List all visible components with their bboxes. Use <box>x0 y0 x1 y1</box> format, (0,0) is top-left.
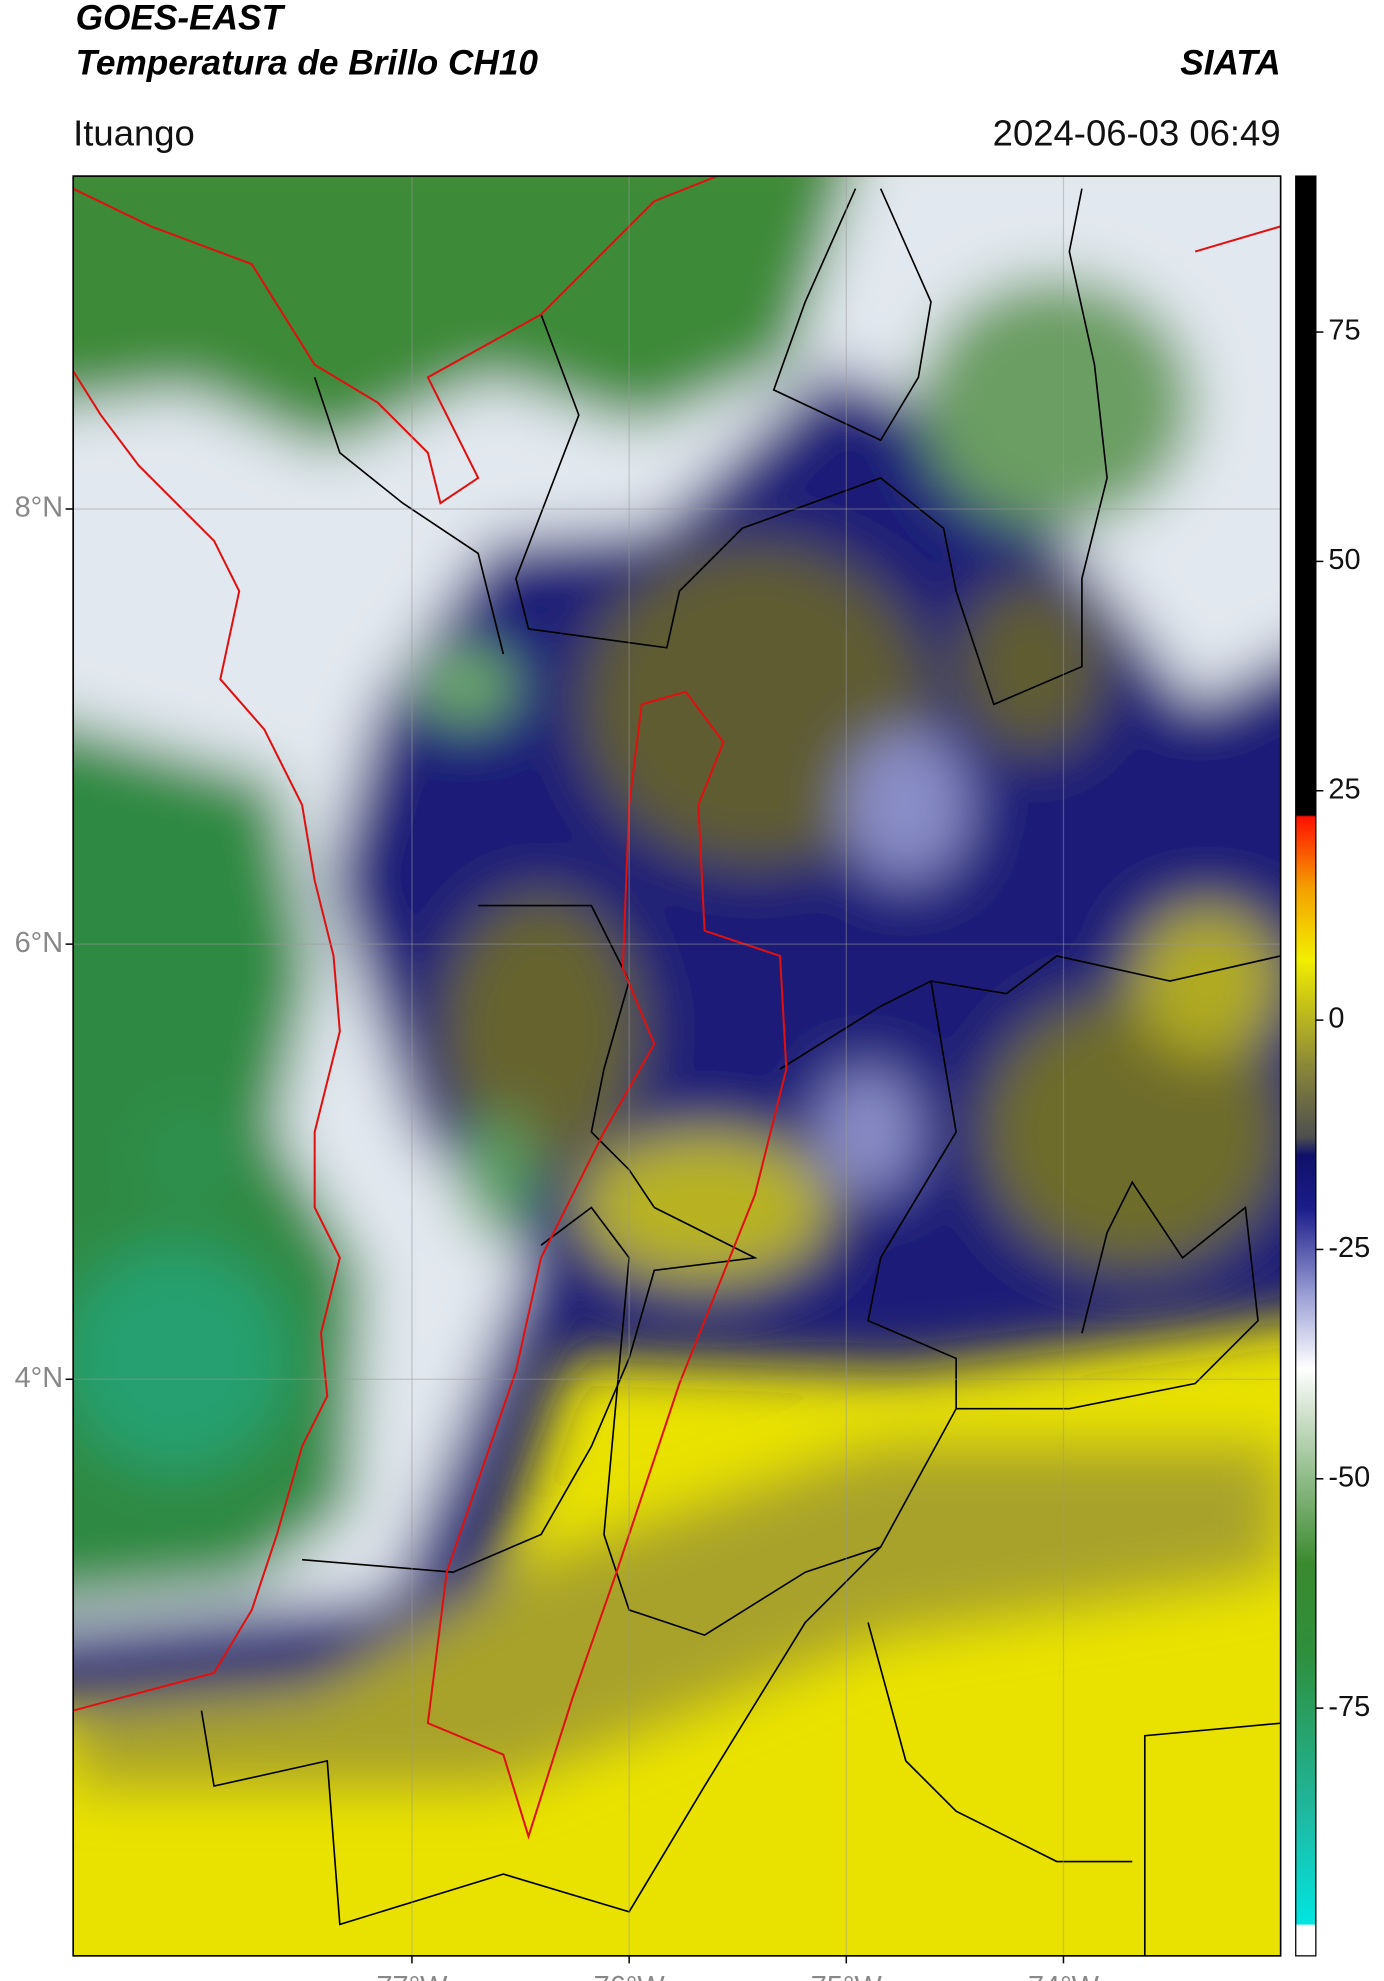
colorbar-tick-label: 50 <box>1328 544 1360 576</box>
lon-tick-label: 74°W <box>1028 1971 1100 1981</box>
lat-tick-label: 8°N <box>15 492 64 524</box>
datetime: 2024-06-03 06:49 <box>993 112 1281 153</box>
lon-tick-label: 77°W <box>376 1971 448 1981</box>
colorbar-tick-label: -50 <box>1328 1461 1370 1493</box>
location: Ituango <box>73 112 195 153</box>
colorbar-tick-label: 0 <box>1328 1003 1344 1035</box>
subtitle: Temperatura de Brillo CH10 <box>76 44 539 83</box>
source: SIATA <box>1180 44 1280 83</box>
lon-tick-label: 75°W <box>811 1971 883 1981</box>
colorbar-tick-label: -75 <box>1328 1691 1370 1723</box>
lon-tick-label: 76°W <box>594 1971 666 1981</box>
red-outlines <box>73 176 1281 1840</box>
colorbar-tick-label: 75 <box>1328 315 1360 347</box>
graticule <box>73 176 1281 1956</box>
map-frame <box>72 175 1282 1957</box>
map-imagery <box>73 176 1281 1956</box>
lat-tick-label: 4°N <box>15 1362 64 1394</box>
lat-tick-label: 6°N <box>15 927 64 959</box>
title: GOES-EAST <box>76 0 286 37</box>
colorbar-tick-label: -25 <box>1328 1232 1370 1264</box>
colorbar <box>1295 175 1317 1957</box>
colorbar-tick-label: 25 <box>1328 773 1360 805</box>
